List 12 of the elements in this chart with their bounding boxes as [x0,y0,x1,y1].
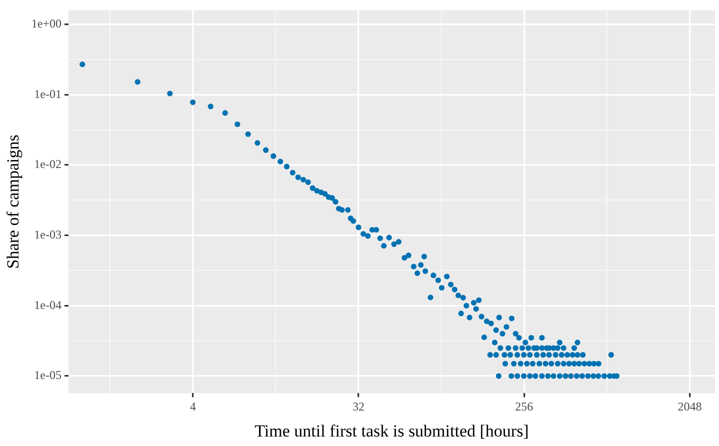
y-axis-title: Share of campaigns [4,134,23,269]
y-tick-label: 1e-05 [34,368,62,382]
x-tick-label: 4 [190,400,196,414]
y-tick-label: 1e-02 [34,157,62,172]
x-tick-label: 32 [352,400,364,414]
y-tick-label: 1e-04 [34,298,62,312]
x-axis-title: Time until first task is submitted [hours] [254,421,529,440]
y-tick-label: 1e-01 [34,86,62,101]
y-tick-label: 1e-03 [34,228,62,242]
y-tick-label: 1e+00 [31,16,62,31]
x-tick-label: 256 [515,400,534,414]
x-tick-label: 2048 [678,400,702,414]
